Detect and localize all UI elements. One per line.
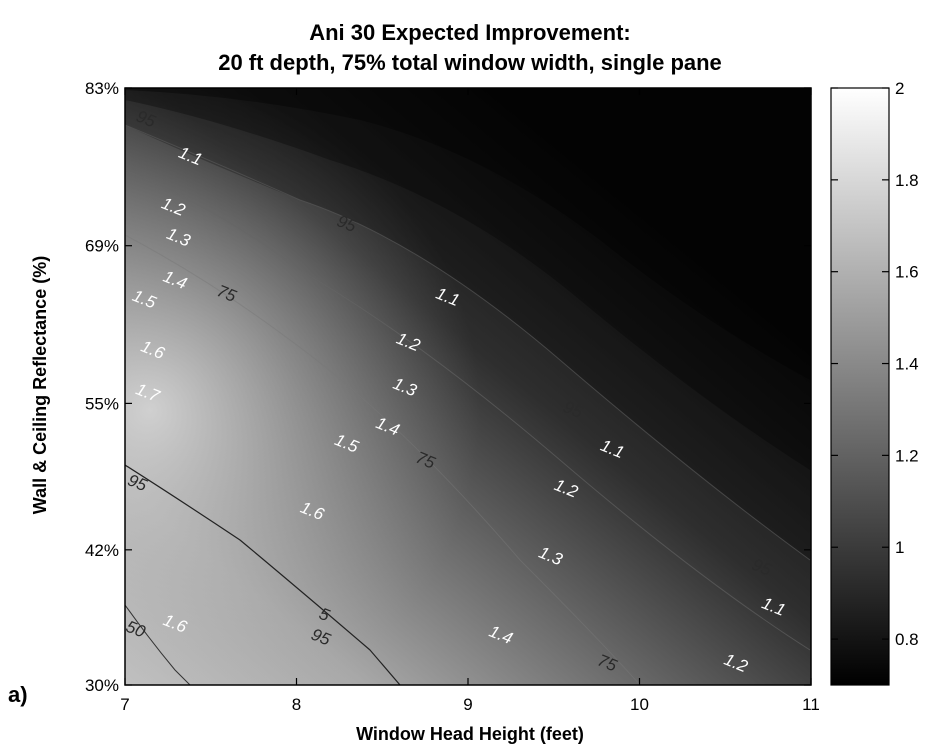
x-axis-label: Window Head Height (feet) [356,724,584,744]
colorbar-tick-label: 1.2 [895,446,919,465]
y-tick-label: 42% [85,541,119,560]
contour-band [125,88,810,560]
contour-line [125,604,191,685]
chart-title: Ani 30 Expected Improvement: [309,20,631,45]
y-axis: 30% 42% 55% 69% 83% [85,79,811,695]
y-tick-label: 55% [85,394,119,413]
panel-label: a) [8,682,28,707]
colorbar-tick-label: 1.4 [895,355,919,374]
contour-line [125,234,641,685]
y-axis-label: Wall & Ceiling Reflectance (%) [30,256,50,514]
x-tick-label: 8 [292,695,301,714]
y-tick-label: 83% [85,79,119,98]
colorbar-tick-label: 1.6 [895,263,919,282]
x-tick-label: 10 [630,695,649,714]
colorbar-tick-label: 1 [895,538,904,557]
x-axis: 7 8 9 10 11 [120,88,820,714]
colorbar-tick-label: 0.8 [895,630,919,649]
x-tick-label: 11 [802,695,820,714]
contour-band [125,88,810,470]
colorbar-ticks: 0.8 1 1.2 1.4 1.6 1.8 2 [831,79,919,649]
colorbar-tick-label: 2 [895,79,904,98]
contour-line [125,124,811,561]
contour-band [125,88,810,380]
colorbar: 0.8 1 1.2 1.4 1.6 1.8 2 [830,79,919,686]
y-tick-label: 69% [85,237,119,256]
heatmap-highlight [125,88,811,685]
chart-subtitle: 20 ft depth, 75% total window width, sin… [218,50,722,75]
x-tick-label: 7 [120,695,129,714]
x-tick-label: 9 [463,695,472,714]
colorbar-tick-label: 1.8 [895,171,919,190]
plot-area: 1.11.21.31.41.51.61.71.11.21.31.41.51.61… [123,88,811,685]
contour-label: 50 [123,617,148,642]
contour-line [125,169,811,651]
contour-line [125,464,401,685]
colorbar-gradient [830,87,890,686]
y-tick-label: 30% [85,676,119,695]
